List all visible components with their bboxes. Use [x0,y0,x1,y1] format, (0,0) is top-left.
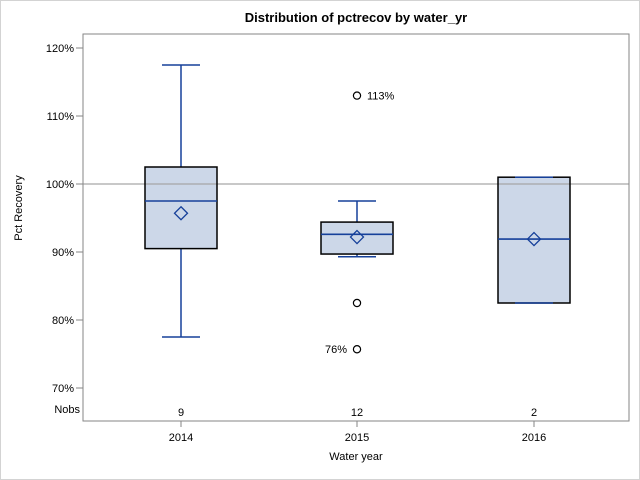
nobs-row-label: Nobs [54,404,80,416]
chart-title: Distribution of pctrecov by water_yr [244,10,468,25]
box-fill [145,167,217,249]
box-fill [321,222,393,255]
mean-diamond-marker [526,231,542,247]
outlier-circle [352,345,362,354]
box-outline [320,221,394,255]
y-tick-label: 90% [52,247,74,259]
y-tick-label: 100% [46,179,74,191]
nobs-value: 12 [351,407,363,419]
nobs-value: 2 [531,407,537,419]
box-outline [144,166,218,250]
outlier-label: 113% [367,91,395,103]
x-tick-label: 2016 [522,432,546,444]
box-fill [498,177,570,303]
x-tick-label: 2015 [345,432,369,444]
outlier-circle [352,298,362,308]
y-tick-label: 80% [52,315,74,327]
nobs-value: 9 [178,407,184,419]
mean-diamond-marker [349,229,365,245]
outlier-circle [352,91,362,100]
x-axis-title: Water year [329,451,383,463]
y-tick-label: 110% [47,111,75,123]
x-tick-label: 2014 [169,432,193,444]
y-tick-label: 70% [52,383,74,395]
outlier-label: 76% [325,344,347,356]
y-tick-label: 120% [46,43,74,55]
plot-frame [82,33,630,422]
mean-diamond-marker [173,205,189,221]
